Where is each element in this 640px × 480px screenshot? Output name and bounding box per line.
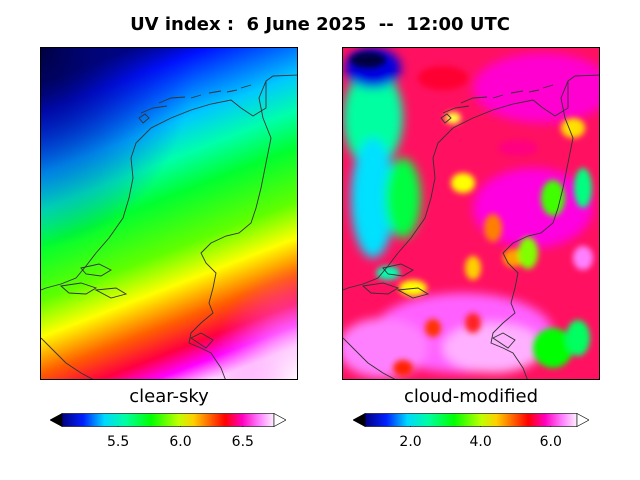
- coastline: [41, 74, 297, 379]
- colorbar-tick-label: 4.0: [469, 434, 492, 450]
- colorbar-tick-label: 5.5: [106, 434, 130, 450]
- coastline: [343, 74, 599, 379]
- cloud-modified-map: [342, 47, 600, 380]
- map-title: UV index : 6 June 2025 -- 12:00 UTC: [130, 14, 510, 35]
- colorbar-clear-sky: [50, 413, 286, 427]
- colorbar-cloud-modified: [353, 413, 589, 427]
- panel-label-clear-sky: clear-sky: [129, 386, 209, 407]
- clear-sky-map: [40, 47, 298, 380]
- colorbar-tick-label: 2.0: [399, 434, 422, 450]
- colorbar-tick-label: 6.0: [539, 434, 562, 450]
- colorbar-tick-label: 6.0: [169, 434, 192, 450]
- panel-label-cloud-modified: cloud-modified: [403, 386, 539, 407]
- colorbar-tick-label: 6.5: [231, 434, 254, 450]
